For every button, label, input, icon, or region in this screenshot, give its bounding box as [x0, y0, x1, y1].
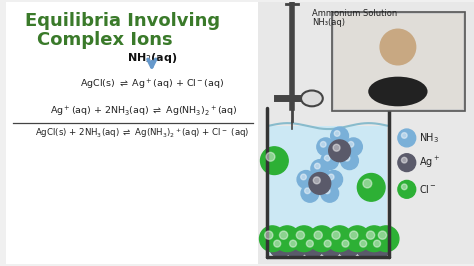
- Circle shape: [314, 231, 322, 239]
- Circle shape: [301, 174, 306, 180]
- Circle shape: [398, 180, 416, 198]
- FancyBboxPatch shape: [257, 2, 474, 264]
- Text: NH$_3$(aq): NH$_3$(aq): [127, 51, 177, 65]
- Circle shape: [297, 171, 315, 188]
- Ellipse shape: [368, 77, 428, 106]
- Text: AgCl(s) + 2NH$_3$(aq) $\rightleftharpoons$ Ag(NH$_3$)$_2$$^+$(aq) + Cl$^-$ (aq): AgCl(s) + 2NH$_3$(aq) $\rightleftharpoon…: [35, 126, 249, 140]
- Text: NH₃(aq): NH₃(aq): [312, 18, 345, 27]
- Circle shape: [269, 236, 291, 257]
- Circle shape: [401, 133, 407, 138]
- Text: Ammonium Solution: Ammonium Solution: [312, 10, 397, 18]
- Circle shape: [290, 240, 297, 247]
- Polygon shape: [269, 126, 387, 255]
- Circle shape: [320, 142, 326, 147]
- Circle shape: [280, 231, 288, 239]
- Circle shape: [380, 29, 416, 65]
- Circle shape: [261, 147, 288, 174]
- Text: Cl$^-$: Cl$^-$: [419, 183, 437, 195]
- Circle shape: [320, 236, 342, 257]
- Circle shape: [324, 188, 330, 194]
- Text: Complex Ions: Complex Ions: [36, 31, 172, 49]
- Circle shape: [369, 236, 391, 257]
- Circle shape: [401, 184, 407, 190]
- Circle shape: [325, 171, 343, 188]
- Circle shape: [332, 231, 340, 239]
- Circle shape: [398, 129, 416, 147]
- Circle shape: [345, 138, 362, 156]
- Circle shape: [334, 131, 340, 136]
- Circle shape: [314, 163, 320, 169]
- Circle shape: [333, 144, 340, 151]
- Circle shape: [344, 155, 350, 161]
- Circle shape: [291, 226, 317, 252]
- Circle shape: [361, 226, 387, 252]
- Circle shape: [301, 184, 319, 202]
- Circle shape: [328, 174, 334, 180]
- Circle shape: [296, 231, 304, 239]
- Circle shape: [309, 226, 335, 252]
- Circle shape: [357, 173, 385, 201]
- Circle shape: [313, 177, 320, 184]
- FancyBboxPatch shape: [332, 13, 465, 111]
- Circle shape: [374, 240, 381, 247]
- Circle shape: [266, 152, 275, 161]
- Circle shape: [331, 127, 348, 145]
- Circle shape: [342, 240, 349, 247]
- Circle shape: [324, 155, 330, 161]
- Circle shape: [401, 157, 407, 163]
- Circle shape: [337, 236, 359, 257]
- Circle shape: [366, 231, 374, 239]
- Circle shape: [327, 226, 353, 252]
- Text: NH$_3$: NH$_3$: [419, 131, 439, 145]
- Circle shape: [341, 152, 358, 169]
- Circle shape: [360, 240, 367, 247]
- Text: Equilibria Involving: Equilibria Involving: [25, 13, 220, 30]
- Circle shape: [317, 138, 335, 156]
- Text: Ag$^+$: Ag$^+$: [419, 155, 440, 170]
- Circle shape: [328, 140, 350, 162]
- FancyBboxPatch shape: [6, 2, 257, 264]
- Circle shape: [350, 231, 358, 239]
- Text: AgCl(s) $\rightleftharpoons$ Ag$^+$(aq) + Cl$^-$(aq): AgCl(s) $\rightleftharpoons$ Ag$^+$(aq) …: [80, 78, 224, 92]
- Circle shape: [260, 226, 285, 252]
- Circle shape: [264, 231, 273, 239]
- Circle shape: [305, 188, 310, 194]
- Circle shape: [398, 154, 416, 172]
- Circle shape: [302, 236, 324, 257]
- Circle shape: [324, 240, 331, 247]
- Circle shape: [274, 240, 281, 247]
- Circle shape: [285, 236, 307, 257]
- Circle shape: [321, 184, 338, 202]
- Text: Ag$^+$(aq) + 2NH$_3$(aq) $\rightleftharpoons$ Ag(NH$_3$)$_2$$^+$(aq): Ag$^+$(aq) + 2NH$_3$(aq) $\rightleftharp…: [50, 104, 238, 119]
- FancyBboxPatch shape: [334, 14, 463, 109]
- Circle shape: [373, 226, 399, 252]
- Circle shape: [356, 236, 377, 257]
- Circle shape: [345, 226, 370, 252]
- Circle shape: [309, 173, 331, 194]
- Circle shape: [306, 240, 313, 247]
- Circle shape: [274, 226, 300, 252]
- Circle shape: [311, 160, 328, 177]
- Ellipse shape: [301, 90, 323, 106]
- Circle shape: [321, 152, 338, 169]
- Circle shape: [363, 179, 372, 188]
- Circle shape: [348, 142, 354, 147]
- Circle shape: [378, 231, 387, 239]
